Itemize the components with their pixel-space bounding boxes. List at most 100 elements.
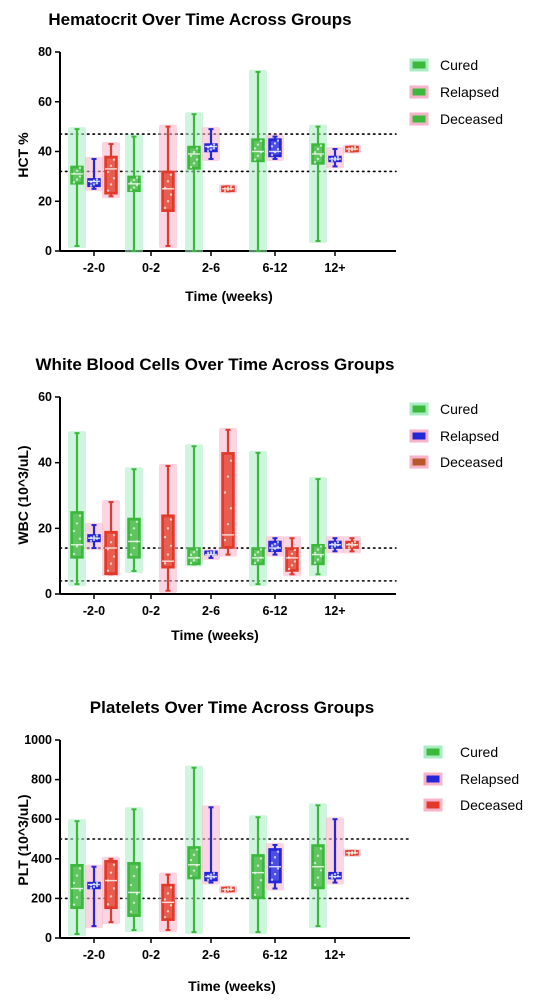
box-inner bbox=[73, 513, 81, 556]
box-cured-0-2 bbox=[125, 807, 143, 933]
legend-item-deceased: Deceased bbox=[423, 797, 523, 813]
box-relapsed-2-6 bbox=[202, 127, 220, 161]
data-point bbox=[112, 863, 116, 866]
data-point bbox=[166, 892, 170, 895]
data-point bbox=[95, 534, 99, 537]
data-point bbox=[95, 178, 99, 181]
data-point bbox=[163, 186, 167, 190]
data-point bbox=[166, 200, 170, 203]
box-inner bbox=[107, 862, 115, 907]
data-point bbox=[350, 852, 354, 856]
data-point bbox=[195, 548, 199, 551]
x-tick-label: -2-0 bbox=[83, 261, 105, 275]
x-tick-label: 6-12 bbox=[262, 261, 287, 275]
x-tick-label: 12+ bbox=[324, 261, 345, 275]
data-point bbox=[223, 187, 227, 190]
data-point bbox=[229, 886, 233, 890]
data-point bbox=[78, 867, 82, 870]
data-point bbox=[316, 147, 320, 151]
data-point bbox=[209, 144, 213, 148]
box-inner bbox=[73, 866, 81, 907]
data-point bbox=[209, 148, 213, 151]
box-iqr bbox=[251, 547, 265, 566]
box-inner bbox=[130, 864, 138, 915]
data-point bbox=[89, 184, 93, 187]
box-deceased-2-6 bbox=[219, 427, 237, 557]
legend-swatch-deceased bbox=[409, 112, 429, 126]
data-point bbox=[192, 150, 196, 154]
data-point bbox=[78, 514, 82, 517]
data-point bbox=[256, 154, 260, 158]
data-point bbox=[226, 887, 230, 890]
data-point bbox=[270, 544, 274, 547]
data-point bbox=[270, 861, 274, 865]
box-inner bbox=[254, 550, 262, 563]
box-cured-2-6 bbox=[185, 444, 203, 567]
data-point bbox=[95, 537, 99, 540]
data-point bbox=[106, 569, 110, 572]
data-point bbox=[223, 491, 227, 494]
data-point bbox=[189, 165, 193, 169]
x-tick-label: 6-12 bbox=[262, 604, 287, 618]
y-tick-label: 60 bbox=[38, 95, 52, 109]
data-point bbox=[253, 893, 257, 896]
y-axis-label: WBC (10^3/uL) bbox=[15, 445, 31, 544]
legend-item-deceased: Deceased bbox=[409, 454, 503, 470]
box-cured-2-6 bbox=[185, 765, 203, 935]
data-point bbox=[347, 149, 351, 153]
data-point bbox=[169, 173, 173, 176]
data-point bbox=[273, 142, 277, 145]
data-point bbox=[129, 883, 133, 887]
plot-area: 0 20 40 60 80 -2-0 0-2 2-6 6-12 12+ bbox=[38, 45, 397, 275]
y-tick-label: 40 bbox=[38, 145, 52, 159]
legend-swatch-relapsed bbox=[423, 772, 443, 786]
data-point bbox=[89, 886, 93, 890]
data-point bbox=[253, 553, 257, 557]
legend-item-cured: Cured bbox=[423, 744, 498, 760]
y-tick-label: 40 bbox=[38, 456, 52, 470]
box-inner bbox=[190, 148, 198, 167]
box-cured-2-6 bbox=[185, 112, 203, 253]
x-tick-label: 2-6 bbox=[202, 948, 220, 962]
box-inner bbox=[164, 173, 172, 210]
data-point bbox=[169, 886, 173, 889]
legend-swatch-relapsed bbox=[409, 429, 429, 443]
data-point bbox=[336, 158, 340, 161]
y-tick-label: 20 bbox=[38, 194, 52, 208]
data-point bbox=[350, 850, 354, 854]
data-point bbox=[347, 147, 351, 150]
box-deceased-12+ bbox=[343, 144, 361, 154]
box-iqr bbox=[268, 848, 282, 884]
data-point bbox=[350, 149, 354, 152]
data-point bbox=[333, 872, 337, 876]
data-point bbox=[276, 139, 280, 142]
box-inner bbox=[271, 543, 279, 550]
data-point bbox=[287, 567, 291, 571]
data-point bbox=[78, 166, 82, 170]
data-point bbox=[195, 556, 199, 559]
data-point bbox=[313, 151, 317, 154]
data-point bbox=[347, 543, 351, 546]
box-cured--2-0 bbox=[68, 431, 86, 587]
data-point bbox=[132, 901, 136, 905]
data-point bbox=[106, 548, 110, 551]
data-point bbox=[330, 159, 334, 163]
data-point bbox=[109, 541, 113, 544]
data-point bbox=[350, 545, 354, 548]
box-iqr bbox=[87, 881, 101, 890]
data-point bbox=[229, 459, 233, 462]
data-point bbox=[89, 883, 93, 887]
data-point bbox=[330, 546, 334, 549]
data-point bbox=[132, 527, 136, 530]
data-point bbox=[336, 540, 340, 544]
data-point bbox=[112, 177, 116, 180]
data-point bbox=[226, 186, 230, 189]
data-point bbox=[313, 161, 317, 164]
box-inner bbox=[164, 517, 172, 566]
legend-item-relapsed: Relapsed bbox=[409, 84, 499, 100]
data-point bbox=[92, 538, 96, 542]
box-iqr bbox=[251, 138, 265, 163]
box-cured--2-0 bbox=[68, 819, 86, 937]
box-deceased--2-0 bbox=[102, 500, 120, 577]
legend: Cured Relapsed Deceased bbox=[423, 744, 523, 813]
